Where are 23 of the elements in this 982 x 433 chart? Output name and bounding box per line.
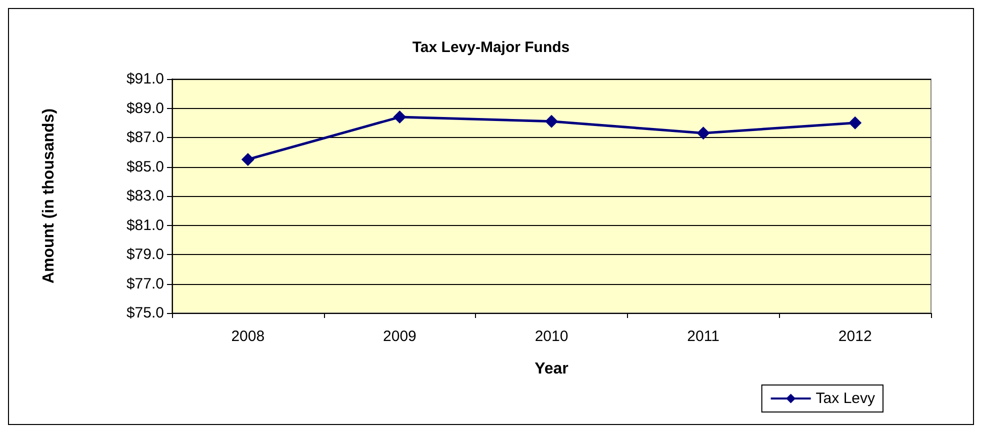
- x-tick-label: 2010: [534, 328, 568, 345]
- y-tick-label: $85.0: [126, 158, 164, 176]
- y-tick-label: $79.0: [126, 246, 164, 263]
- x-tick-label: 2009: [383, 328, 416, 345]
- x-tick-label: 2008: [231, 328, 265, 345]
- x-tick-label: 2011: [687, 328, 720, 345]
- y-tick-label: $89.0: [126, 100, 164, 117]
- y-tick-label: $81.0: [126, 216, 164, 234]
- x-tick-label: 2012: [838, 328, 872, 345]
- y-tick-label: $75.0: [126, 304, 164, 322]
- point: [241, 152, 254, 166]
- point: [696, 126, 710, 140]
- y-tick-label: $91.0: [126, 70, 164, 88]
- point: [545, 114, 558, 128]
- x-axis-title: Year: [534, 360, 568, 378]
- legend-label: Tax Levy: [816, 390, 876, 407]
- point: [393, 110, 406, 124]
- y-axis-title: Amount (in thousands): [40, 108, 58, 284]
- y-tick-label: $83.0: [126, 188, 164, 204]
- y-tick-label: $87.0: [126, 129, 164, 146]
- chart-title: Tax Levy-Major Funds: [412, 39, 570, 56]
- y-tick-label: $77.0: [126, 275, 164, 292]
- point: [848, 116, 862, 130]
